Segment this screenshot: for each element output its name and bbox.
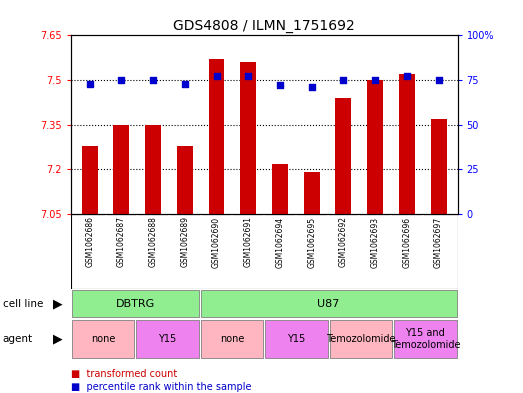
Text: GSM1062694: GSM1062694 xyxy=(276,217,285,268)
Text: ▶: ▶ xyxy=(53,297,62,310)
Text: Temozolomide: Temozolomide xyxy=(326,334,395,344)
Bar xyxy=(329,320,392,358)
Bar xyxy=(201,320,263,358)
Text: GSM1062691: GSM1062691 xyxy=(244,217,253,267)
Bar xyxy=(394,320,457,358)
Point xyxy=(308,84,316,90)
Bar xyxy=(430,119,447,214)
Text: GSM1062693: GSM1062693 xyxy=(371,217,380,268)
Bar xyxy=(367,80,383,214)
Text: GSM1062692: GSM1062692 xyxy=(339,217,348,267)
Bar xyxy=(113,125,129,214)
Text: agent: agent xyxy=(3,334,33,344)
Bar xyxy=(272,163,288,214)
Bar xyxy=(177,146,193,214)
Text: GSM1062695: GSM1062695 xyxy=(307,217,316,268)
Point xyxy=(276,82,284,88)
Bar xyxy=(209,59,224,214)
Text: U87: U87 xyxy=(317,299,340,309)
Point xyxy=(85,81,94,87)
Bar xyxy=(145,125,161,214)
Bar xyxy=(72,320,134,358)
Point xyxy=(339,77,348,83)
Text: GSM1062697: GSM1062697 xyxy=(434,217,443,268)
Text: none: none xyxy=(90,334,115,344)
Text: cell line: cell line xyxy=(3,299,43,309)
Text: GSM1062696: GSM1062696 xyxy=(402,217,412,268)
Bar xyxy=(399,74,415,214)
Text: Y15: Y15 xyxy=(158,334,176,344)
Bar xyxy=(241,62,256,214)
Text: GSM1062690: GSM1062690 xyxy=(212,217,221,268)
Bar xyxy=(136,320,199,358)
Text: GSM1062688: GSM1062688 xyxy=(149,217,157,267)
Point xyxy=(149,77,157,83)
Point xyxy=(212,73,221,80)
Bar xyxy=(72,290,199,317)
Point xyxy=(403,73,411,80)
Text: GSM1062686: GSM1062686 xyxy=(85,217,94,267)
Bar xyxy=(265,320,327,358)
Bar xyxy=(304,173,320,214)
Text: DBTRG: DBTRG xyxy=(116,299,155,309)
Text: Y15 and
Temozolomide: Y15 and Temozolomide xyxy=(391,328,460,350)
Bar xyxy=(82,146,98,214)
Title: GDS4808 / ILMN_1751692: GDS4808 / ILMN_1751692 xyxy=(173,19,355,33)
Point xyxy=(180,81,189,87)
Text: ■  percentile rank within the sample: ■ percentile rank within the sample xyxy=(71,382,251,392)
Text: ▶: ▶ xyxy=(53,332,62,345)
Text: GSM1062687: GSM1062687 xyxy=(117,217,126,267)
Bar xyxy=(201,290,457,317)
Point xyxy=(371,77,379,83)
Point xyxy=(117,77,126,83)
Text: ■  transformed count: ■ transformed count xyxy=(71,369,177,379)
Text: GSM1062689: GSM1062689 xyxy=(180,217,189,267)
Point xyxy=(244,73,253,80)
Bar xyxy=(335,98,351,214)
Text: Y15: Y15 xyxy=(287,334,305,344)
Point xyxy=(435,77,443,83)
Text: none: none xyxy=(220,334,244,344)
